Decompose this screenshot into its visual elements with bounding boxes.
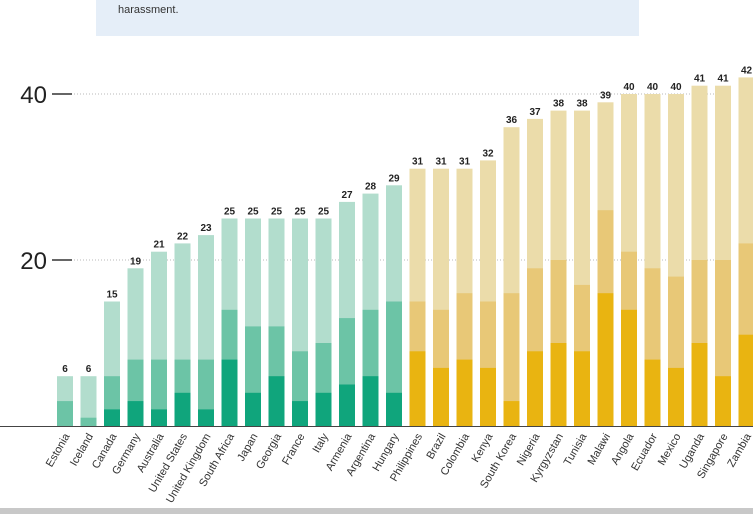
data-label-22: 38 — [576, 99, 588, 110]
data-label-2: 15 — [106, 290, 118, 301]
data-label-10: 25 — [294, 207, 306, 218]
bar-bottom-27 — [691, 343, 708, 426]
y-tick-label-40: 40 — [20, 82, 47, 109]
bar-bottom-2 — [104, 409, 120, 426]
bar-bottom-11 — [315, 392, 332, 426]
data-label-14: 29 — [388, 173, 400, 184]
category-label-29: Zambia — [725, 431, 753, 470]
bar-bottom-17 — [456, 359, 473, 426]
bar-bottom-23 — [597, 293, 614, 426]
bar-bottom-28 — [715, 376, 731, 426]
bar-bottom-22 — [574, 351, 590, 426]
category-label-10: France — [280, 432, 308, 468]
bar-total-1 — [80, 376, 97, 426]
data-label-3: 19 — [130, 256, 142, 267]
data-label-6: 23 — [200, 223, 212, 234]
category-label-11: Italy — [311, 431, 332, 455]
bar-bottom-8 — [245, 392, 261, 426]
data-label-25: 40 — [647, 82, 659, 93]
data-label-12: 27 — [341, 190, 353, 201]
data-label-27: 41 — [694, 74, 706, 85]
bar-bottom-4 — [151, 409, 167, 426]
data-label-28: 41 — [717, 74, 729, 85]
data-label-23: 39 — [600, 90, 612, 101]
bar-middle-1 — [80, 417, 97, 426]
note-text: harassment. — [118, 4, 179, 16]
bar-bottom-14 — [386, 392, 402, 426]
data-label-21: 38 — [553, 99, 565, 110]
data-label-8: 25 — [247, 207, 259, 218]
bar-bottom-13 — [362, 376, 379, 426]
bar-bottom-18 — [480, 367, 496, 426]
bar-bottom-15 — [409, 351, 426, 426]
data-label-19: 36 — [506, 115, 518, 126]
data-label-11: 25 — [318, 207, 330, 218]
data-label-17: 31 — [459, 157, 471, 168]
bar-bottom-10 — [292, 401, 308, 426]
category-label-8: Japan — [235, 432, 260, 464]
data-label-0: 6 — [62, 364, 68, 375]
data-label-15: 31 — [412, 157, 424, 168]
data-label-26: 40 — [670, 82, 682, 93]
data-label-4: 21 — [153, 240, 165, 251]
data-label-16: 31 — [435, 157, 447, 168]
note-box: harassment. — [96, 0, 639, 36]
bar-bottom-6 — [198, 409, 214, 426]
bar-middle-0 — [57, 401, 73, 426]
data-label-7: 25 — [224, 207, 236, 218]
bar-bottom-5 — [174, 392, 191, 426]
bar-bottom-29 — [738, 334, 753, 426]
data-label-13: 28 — [365, 182, 377, 193]
data-label-5: 22 — [177, 231, 189, 242]
data-label-29: 42 — [741, 65, 753, 76]
category-label-16: Brazil — [424, 432, 448, 462]
bar-bottom-3 — [127, 401, 144, 426]
bar-bottom-21 — [550, 343, 567, 426]
bar-bottom-19 — [503, 401, 520, 426]
bar-bottom-16 — [433, 367, 449, 426]
bar-bottom-7 — [221, 359, 238, 426]
data-label-1: 6 — [86, 364, 92, 375]
data-label-20: 37 — [529, 107, 541, 118]
bar-bottom-9 — [268, 376, 285, 426]
footer-bar — [0, 508, 753, 514]
bar-middle-19 — [503, 293, 520, 426]
data-label-24: 40 — [623, 82, 635, 93]
data-label-18: 32 — [482, 148, 494, 159]
bar-bottom-26 — [668, 367, 684, 426]
bar-bottom-12 — [339, 384, 355, 426]
bar-bottom-20 — [527, 351, 543, 426]
bar-bottom-25 — [644, 359, 661, 426]
y-tick-label-20: 20 — [20, 248, 47, 275]
bar-bottom-24 — [621, 309, 637, 426]
data-label-9: 25 — [271, 207, 283, 218]
